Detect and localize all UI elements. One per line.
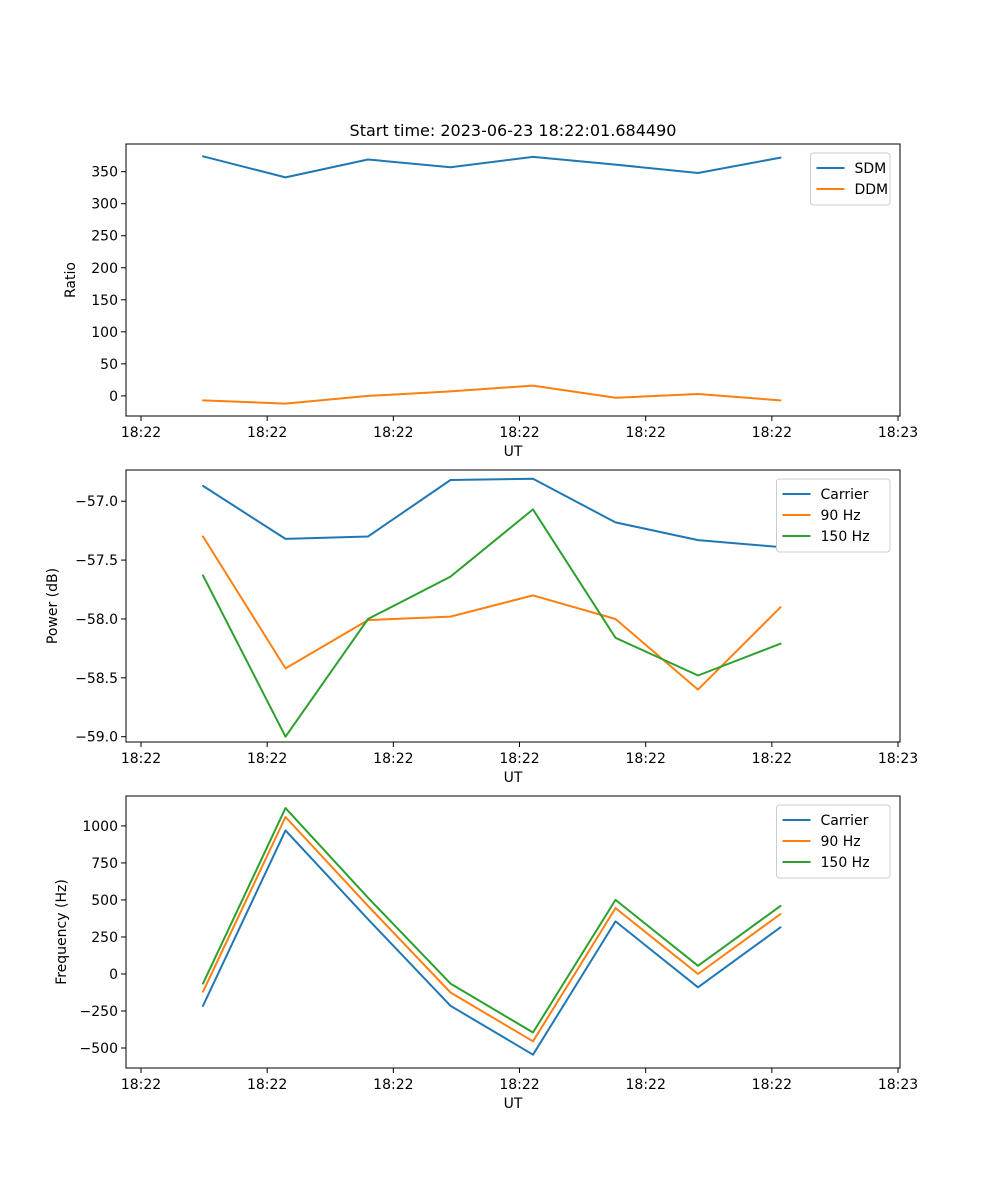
legend-box: [776, 478, 891, 553]
legend-label: 150 Hz: [821, 855, 870, 871]
legend-label: 90 Hz: [821, 508, 861, 524]
y-axis-label: Frequency (Hz): [54, 879, 70, 985]
x-tick-label: 18:23: [878, 751, 918, 767]
y-tick-label: 300: [91, 197, 118, 213]
x-axis-label: UT: [504, 444, 523, 460]
x-axis-label: UT: [504, 770, 523, 786]
y-tick-label: 200: [91, 261, 118, 277]
y-tick-label: −58.5: [75, 671, 118, 687]
x-tick-label: 18:22: [752, 425, 792, 441]
y-tick-label: −57.0: [75, 494, 118, 510]
legend-label: Carrier: [821, 813, 869, 829]
chart-panel-1: 18:22 18:22 18:22 18:22 18:22 18:22 18:23 0 50 10…: [63, 143, 918, 460]
y-tick-label: 250: [91, 229, 118, 245]
legend-label: 150 Hz: [821, 529, 870, 545]
y-tick-label: 150: [91, 293, 118, 309]
x-tick-label: 18:22: [499, 1077, 539, 1093]
y-tick-label: 1000: [82, 819, 118, 835]
plot-frame: [125, 795, 901, 1069]
x-tick-label: 18:22: [752, 1077, 792, 1093]
legend-label: SDM: [855, 161, 887, 177]
x-tick-label: 18:22: [247, 1077, 287, 1093]
x-tick-label: 18:23: [878, 425, 918, 441]
legend: Carrier 90 Hz 150 Hz: [776, 478, 891, 553]
y-tick-label: 100: [91, 325, 118, 341]
x-tick-label: 18:22: [373, 751, 413, 767]
x-tick-label: 18:22: [247, 425, 287, 441]
series-line-carrier: [202, 477, 782, 549]
legend-box: [776, 804, 891, 879]
y-axis-label: Ratio: [63, 262, 79, 298]
x-tick-label: 18:23: [878, 1077, 918, 1093]
y-tick-label: 500: [91, 893, 118, 909]
y-tick-label: 0: [109, 967, 118, 983]
x-tick-label: 18:22: [121, 425, 161, 441]
x-tick-label: 18:22: [373, 425, 413, 441]
y-tick-label: −59.0: [75, 730, 118, 746]
x-tick-label: 18:22: [752, 751, 792, 767]
series-line-ddm: [202, 384, 782, 405]
legend-label: Carrier: [821, 487, 869, 503]
x-tick-label: 18:22: [121, 751, 161, 767]
y-tick-label: 750: [91, 856, 118, 872]
x-tick-label: 18:22: [626, 751, 666, 767]
series-line-150-hz: [202, 508, 782, 738]
plot-frame: [125, 469, 901, 743]
series-line-sdm: [202, 155, 782, 179]
chart-panel-2: 18:22 18:22 18:22 18:22 18:22 18:22 18:23 −59.0…: [45, 469, 918, 786]
series-line-carrier: [202, 829, 782, 1056]
series-line-90-hz: [202, 535, 782, 691]
y-tick-label: −58.0: [75, 612, 118, 628]
y-tick-label: −500: [80, 1041, 118, 1057]
legend-label: DDM: [855, 182, 889, 198]
x-tick-label: 18:22: [121, 1077, 161, 1093]
y-tick-label: 250: [91, 930, 118, 946]
y-tick-label: −57.5: [75, 553, 118, 569]
y-tick-label: 0: [109, 389, 118, 405]
x-axis-label: UT: [504, 1096, 523, 1112]
y-tick-label: −250: [80, 1004, 118, 1020]
y-tick-label: 50: [100, 357, 118, 373]
x-tick-label: 18:22: [373, 1077, 413, 1093]
x-tick-label: 18:22: [499, 751, 539, 767]
x-tick-label: 18:22: [247, 751, 287, 767]
legend: SDM DDM: [810, 152, 891, 206]
legend: Carrier 90 Hz 150 Hz: [776, 804, 891, 879]
legend-label: 90 Hz: [821, 834, 861, 850]
x-tick-label: 18:22: [626, 1077, 666, 1093]
y-tick-label: 350: [91, 165, 118, 181]
plot-frame: [125, 143, 901, 417]
series-line-90-hz: [202, 816, 782, 1043]
x-tick-label: 18:22: [626, 425, 666, 441]
chart-title: Start time: 2023-06-23 18:22:01.684490: [350, 121, 677, 140]
y-axis-label: Power (dB): [45, 568, 61, 644]
x-tick-label: 18:22: [499, 425, 539, 441]
legend-box: [810, 152, 891, 206]
series-line-150-hz: [202, 807, 782, 1034]
chart-panel-3: 18:22 18:22 18:22 18:22 18:22 18:22 18:23 −500 −…: [54, 795, 918, 1112]
